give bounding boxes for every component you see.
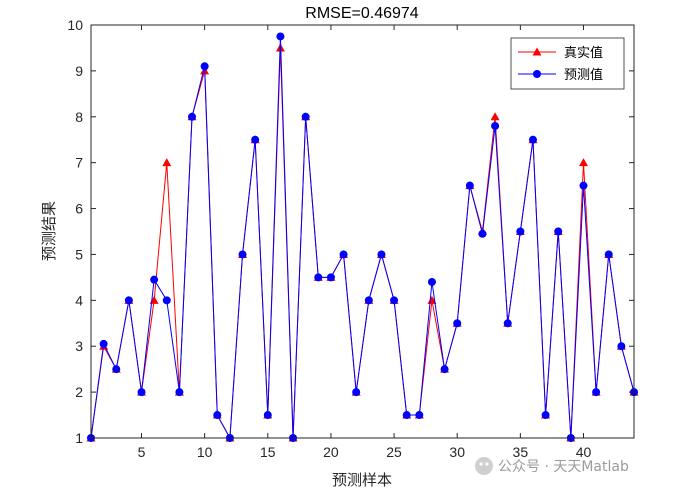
x-tick-label: 35 bbox=[513, 444, 529, 460]
data-point-circle bbox=[390, 296, 399, 305]
watermark-text: 公众号 · 天天Matlab bbox=[498, 459, 629, 475]
x-tick-label: 25 bbox=[386, 444, 402, 460]
data-point-circle bbox=[465, 181, 474, 190]
y-tick-label: 1 bbox=[75, 430, 83, 446]
data-point-circle bbox=[528, 135, 537, 144]
watermark: 公众号 · 天天Matlab bbox=[475, 457, 629, 475]
data-point-circle bbox=[175, 388, 184, 397]
x-tick-label: 15 bbox=[260, 444, 276, 460]
series-layer bbox=[86, 32, 639, 442]
data-point-circle bbox=[238, 250, 247, 259]
data-point-circle bbox=[377, 250, 386, 259]
y-tick-label: 6 bbox=[75, 201, 83, 217]
data-point-circle bbox=[200, 62, 209, 71]
legend-marker-triangle bbox=[532, 47, 542, 56]
chart-title: RMSE=0.46974 bbox=[305, 5, 419, 22]
data-point-circle bbox=[541, 411, 550, 420]
data-point-circle bbox=[503, 319, 512, 328]
data-point-circle bbox=[301, 112, 310, 121]
data-point-circle bbox=[617, 342, 626, 351]
y-tick-label: 7 bbox=[75, 155, 83, 171]
data-point-circle bbox=[263, 411, 272, 420]
y-tick-label: 4 bbox=[75, 292, 83, 308]
legend-label-true: 真实值 bbox=[564, 45, 603, 61]
data-point-circle bbox=[427, 277, 436, 286]
y-tick-label: 10 bbox=[67, 17, 83, 33]
data-point-circle bbox=[352, 388, 361, 397]
data-point-circle bbox=[579, 181, 588, 190]
legend-box bbox=[510, 37, 625, 90]
data-point-circle bbox=[453, 319, 462, 328]
plot-frame bbox=[90, 24, 635, 439]
data-point-circle bbox=[99, 339, 108, 348]
y-tick-label: 8 bbox=[75, 109, 83, 125]
y-axis-title: 预测结果 bbox=[40, 201, 58, 261]
data-point-circle bbox=[251, 135, 260, 144]
x-tick-label: 20 bbox=[323, 444, 339, 460]
data-point-triangle bbox=[162, 158, 172, 167]
data-point-circle bbox=[604, 250, 613, 259]
data-point-circle bbox=[554, 227, 563, 236]
data-point-circle bbox=[364, 296, 373, 305]
data-point-triangle bbox=[578, 158, 588, 167]
data-point-circle bbox=[213, 411, 222, 420]
y-tick-label: 3 bbox=[75, 338, 83, 354]
data-point-circle bbox=[516, 227, 525, 236]
ticks-layer: 5 10 15 20 25 30 35 40 1 2 3 4 5 6 7 8 9 10 bbox=[67, 17, 634, 460]
legend: 真实值 预测值 bbox=[510, 37, 625, 90]
data-point-circle bbox=[415, 411, 424, 420]
data-point-circle bbox=[478, 229, 487, 238]
x-axis-title: 预测样本 bbox=[332, 471, 392, 489]
data-point-circle bbox=[326, 273, 335, 282]
data-point-circle bbox=[188, 112, 197, 121]
data-point-circle bbox=[124, 296, 133, 305]
data-point-triangle bbox=[490, 112, 500, 121]
watermark-icon bbox=[475, 457, 493, 475]
data-point-circle bbox=[276, 32, 285, 41]
legend-label-pred: 预测值 bbox=[564, 67, 603, 83]
series-pred bbox=[87, 32, 638, 442]
watermark-icon-eye-left bbox=[479, 462, 483, 466]
data-point-circle bbox=[402, 411, 411, 420]
data-point-circle bbox=[137, 388, 146, 397]
x-tick-label: 30 bbox=[449, 444, 465, 460]
data-point-circle bbox=[162, 296, 171, 305]
series-line bbox=[90, 36, 635, 440]
x-tick-label: 40 bbox=[576, 444, 592, 460]
data-point-circle bbox=[592, 388, 601, 397]
data-point-circle bbox=[150, 275, 159, 284]
watermark-icon-eye-right bbox=[485, 462, 489, 466]
y-tick-label: 2 bbox=[75, 384, 83, 400]
data-point-circle bbox=[440, 365, 449, 374]
data-point-circle bbox=[314, 273, 323, 282]
x-tick-label: 10 bbox=[197, 444, 213, 460]
y-tick-label: 5 bbox=[75, 246, 83, 262]
legend-marker-circle bbox=[533, 70, 541, 78]
data-point-circle bbox=[112, 365, 121, 374]
x-tick-label: 5 bbox=[138, 444, 146, 460]
data-point-circle bbox=[339, 250, 348, 259]
y-tick-label: 9 bbox=[75, 63, 83, 79]
data-point-circle bbox=[491, 121, 500, 130]
